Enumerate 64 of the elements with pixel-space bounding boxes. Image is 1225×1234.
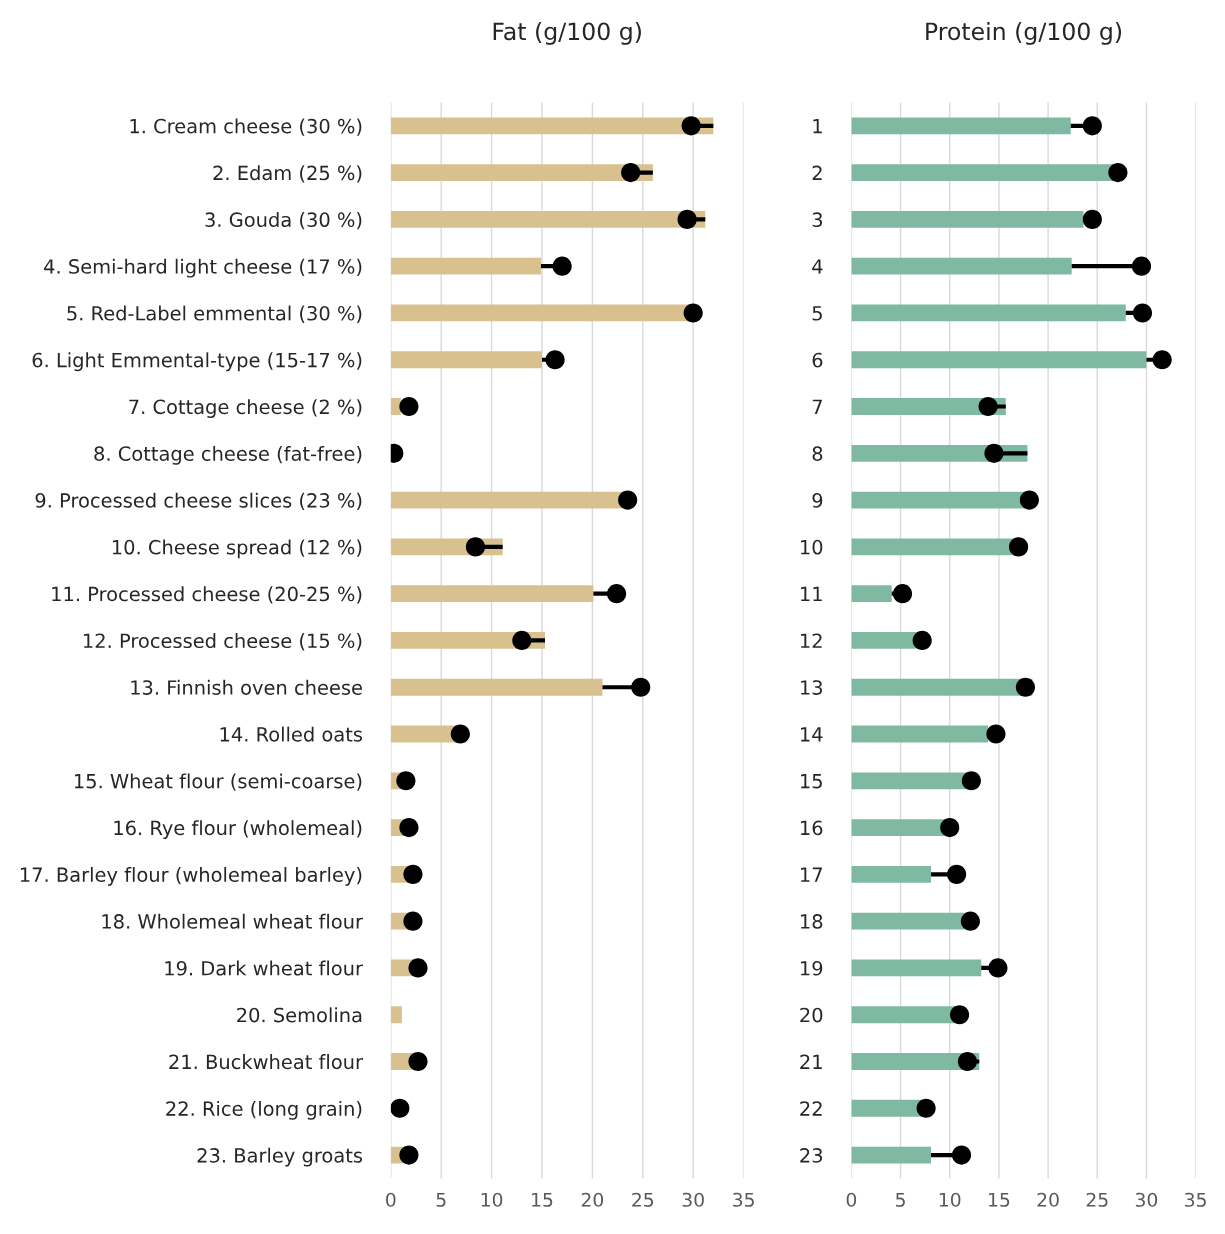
y-tick-label: 15. Wheat flour (semi-coarse)	[74, 773, 362, 791]
y-tick-label: 13. Finnish oven cheese	[131, 679, 362, 695]
x-tick-label: 5	[896, 1192, 905, 1207]
y-tick-label: 11	[800, 586, 822, 602]
y-tick-label: 22	[800, 1101, 822, 1116]
y-tick-label: 19	[800, 960, 823, 976]
y-tick-label: 23. Barley groats	[197, 1147, 363, 1167]
y-tick-label: 12. Processed cheese (15 %)	[84, 633, 362, 651]
y-tick-label: 17	[800, 867, 822, 882]
y-tick-label: 16	[800, 820, 823, 836]
y-tick-label: 18	[800, 914, 823, 929]
y-tick-label: 9	[812, 493, 823, 508]
x-tick-label: 10	[481, 1192, 503, 1207]
y-tick-label: 5. Red-Label emmental (30 %)	[67, 305, 362, 323]
y-tick-label: 20	[800, 1007, 823, 1023]
y-tick-label: 11. Processed cheese (20-25 %)	[52, 586, 362, 604]
x-tick-label: 25	[1086, 1192, 1108, 1207]
y-tick-label: 1. Cream cheese (30 %)	[130, 118, 362, 136]
x-tick-label: 30	[1135, 1192, 1158, 1207]
y-tick-label: 21. Buckwheat flour	[169, 1054, 363, 1070]
y-tick-label: 3	[812, 212, 823, 228]
y-tick-label: 2	[812, 165, 822, 180]
y-tick-label: 18. Wholemeal wheat flour	[102, 913, 363, 929]
x-tick-label: 35	[733, 1192, 754, 1207]
chart-title: Fat (g/100 g)	[493, 22, 641, 45]
x-tick-label: 30	[682, 1192, 704, 1207]
y-tick-label: 16. Rye flour (wholemeal)	[114, 820, 362, 840]
x-tick-label: 20	[581, 1192, 604, 1207]
y-tick-label: 7	[812, 399, 822, 414]
y-tick-label: 10	[800, 539, 823, 555]
x-tick-label: 0	[846, 1192, 857, 1207]
y-tick-label: 14. Rolled oats	[220, 726, 363, 742]
x-tick-label: 25	[632, 1192, 654, 1207]
x-tick-label: 15	[989, 1192, 1010, 1207]
y-tick-label: 22. Rice (long grain)	[166, 1100, 362, 1120]
y-tick-label: 4. Semi-hard light cheese (17 %)	[44, 258, 362, 278]
x-tick-label: 15	[532, 1192, 553, 1207]
y-tick-label: 8. Cottage cheese (fat-free)	[94, 445, 362, 465]
x-tick-label: 20	[1037, 1192, 1059, 1207]
chart-title: Protein (g/100 g)	[926, 21, 1122, 45]
y-tick-label: 23	[800, 1148, 823, 1163]
y-tick-label: 19. Dark wheat flour	[165, 960, 363, 976]
y-tick-label: 4	[812, 259, 823, 274]
x-tick-label: 0	[386, 1192, 396, 1207]
y-tick-label: 21	[800, 1054, 822, 1069]
y-tick-label: 14	[800, 727, 823, 742]
y-tick-label: 6. Light Emmental-type (15-17 %)	[32, 352, 362, 372]
y-tick-label: 17. Barley flour (wholemeal barley)	[20, 866, 362, 886]
y-tick-label: 20. Semolina	[237, 1007, 362, 1023]
y-tick-label: 13	[800, 680, 823, 695]
x-tick-label: 5	[436, 1192, 446, 1207]
y-tick-label: 12	[800, 633, 822, 648]
y-tick-label: 8	[812, 446, 823, 461]
y-tick-label: 2. Edam (25 %)	[213, 165, 362, 183]
y-tick-label: 7. Cottage cheese (2 %)	[129, 399, 362, 418]
y-tick-label: 3. Gouda (30 %)	[205, 212, 362, 230]
y-tick-label: 15	[800, 774, 822, 789]
y-tick-label: 1	[813, 119, 822, 134]
y-tick-label: 6	[812, 352, 823, 368]
x-tick-label: 35	[1185, 1192, 1206, 1207]
x-tick-label: 10	[939, 1192, 961, 1207]
y-tick-label: 5	[812, 306, 822, 321]
y-tick-label: 10. Cheese spread (12 %)	[112, 539, 362, 559]
y-tick-label: 9. Processed cheese slices (23 %)	[35, 492, 362, 511]
